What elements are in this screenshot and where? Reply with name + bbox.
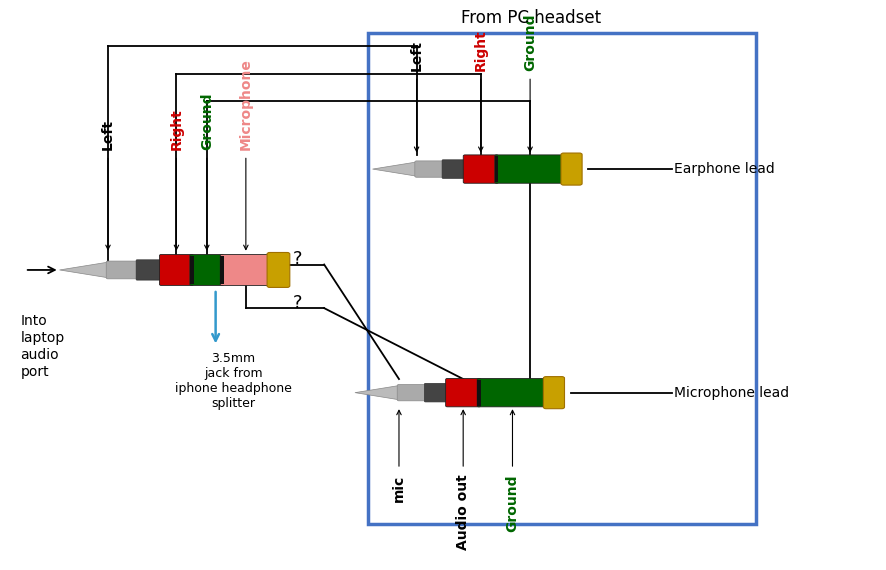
- Text: Ground: Ground: [523, 14, 537, 71]
- Text: Microphone: Microphone: [239, 58, 253, 150]
- Text: From PC headset: From PC headset: [461, 9, 601, 27]
- FancyBboxPatch shape: [442, 160, 506, 178]
- FancyBboxPatch shape: [543, 377, 564, 409]
- Polygon shape: [59, 262, 108, 278]
- Bar: [494, 156, 498, 182]
- FancyBboxPatch shape: [561, 153, 582, 185]
- Text: Ground: Ground: [506, 474, 519, 532]
- Text: ?: ?: [292, 294, 302, 312]
- FancyBboxPatch shape: [415, 161, 445, 177]
- Text: Earphone lead: Earphone lead: [673, 162, 774, 176]
- Polygon shape: [373, 162, 416, 176]
- FancyBboxPatch shape: [397, 385, 427, 401]
- Bar: [190, 255, 193, 284]
- Text: Right: Right: [474, 29, 488, 71]
- FancyBboxPatch shape: [159, 254, 193, 286]
- Text: Left: Left: [101, 119, 115, 150]
- FancyBboxPatch shape: [494, 155, 565, 183]
- Text: Microphone lead: Microphone lead: [673, 386, 789, 400]
- Text: mic: mic: [392, 474, 406, 502]
- FancyBboxPatch shape: [221, 254, 271, 286]
- FancyBboxPatch shape: [190, 254, 224, 286]
- Bar: [478, 380, 481, 406]
- Bar: [220, 255, 224, 284]
- FancyBboxPatch shape: [463, 155, 498, 183]
- Polygon shape: [355, 385, 399, 400]
- FancyBboxPatch shape: [136, 260, 206, 280]
- FancyBboxPatch shape: [478, 378, 548, 407]
- FancyBboxPatch shape: [424, 384, 488, 402]
- Text: Ground: Ground: [200, 92, 214, 150]
- FancyBboxPatch shape: [106, 261, 139, 279]
- Text: Right: Right: [169, 108, 183, 150]
- Text: Audio out: Audio out: [456, 474, 470, 550]
- Text: Left: Left: [409, 40, 424, 71]
- Text: Into
laptop
audio
port: Into laptop audio port: [20, 314, 65, 380]
- Text: 3.5mm
jack from
iphone headphone
splitter: 3.5mm jack from iphone headphone splitte…: [175, 352, 291, 410]
- Text: ?: ?: [292, 250, 302, 268]
- FancyBboxPatch shape: [267, 253, 290, 287]
- FancyBboxPatch shape: [446, 378, 481, 407]
